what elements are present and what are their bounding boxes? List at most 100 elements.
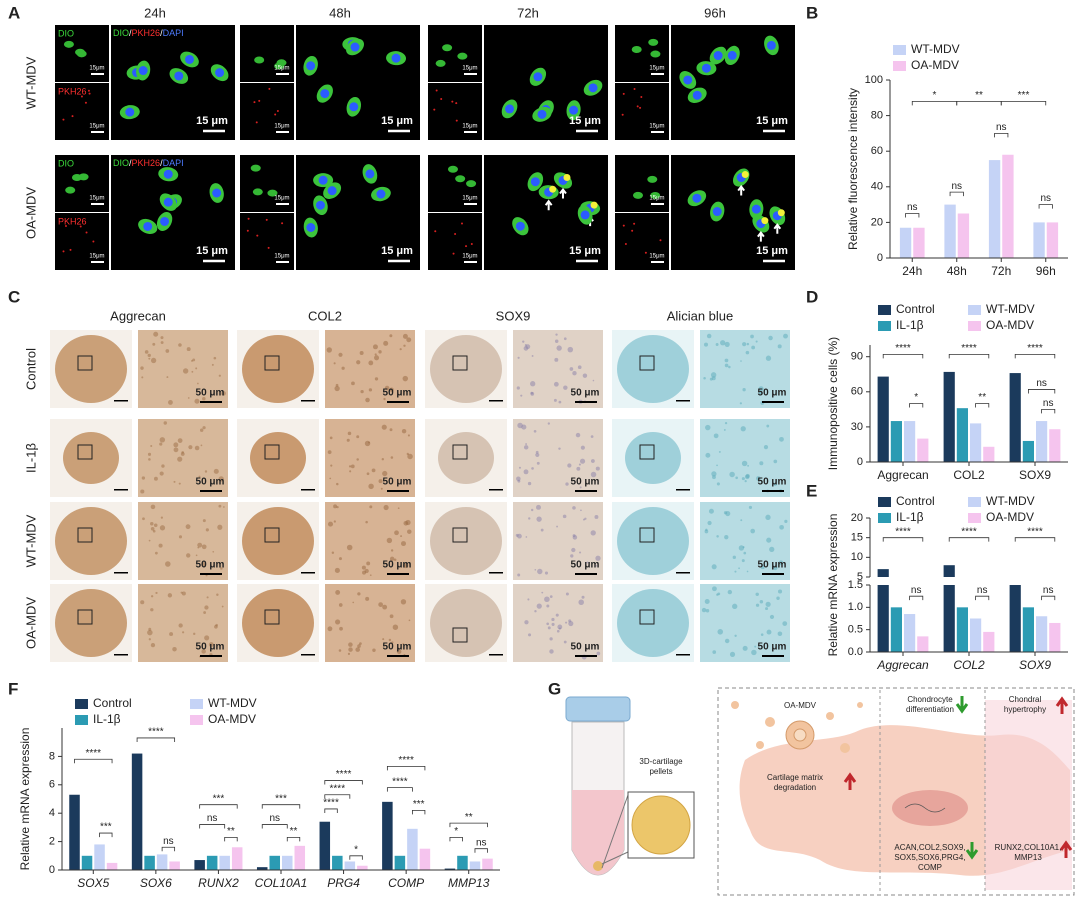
texture [705,424,711,431]
merge-part: / [160,158,163,168]
texture [742,388,746,392]
scale-bar [114,400,128,402]
legend-swatch [968,497,981,507]
texture [535,450,539,454]
arrow [773,223,782,234]
legend-swatch [75,699,88,709]
bar [988,160,1001,258]
bar [917,636,929,652]
texture [556,525,558,528]
significance-bracket [412,809,426,815]
scale-bar [676,489,690,491]
texture [549,595,553,599]
texture [329,436,333,440]
texture [204,605,209,610]
significance-bracket [882,537,924,542]
texture [381,424,387,430]
image-inset [240,83,294,140]
texture [723,511,728,515]
texture [755,592,759,597]
texture [142,517,145,521]
texture [738,545,745,551]
image [138,419,228,497]
texture [558,627,561,630]
texture [383,504,389,511]
texture [150,608,154,612]
nucleus [138,66,148,76]
texture [160,336,164,340]
texture [575,432,581,438]
texture [159,471,164,476]
cell [63,40,74,48]
texture [517,479,521,483]
bar [469,861,481,870]
scale-bar [114,654,128,656]
column-header: COL2 [308,308,342,323]
significance-label: **** [85,748,101,759]
legend-swatch [968,321,981,331]
texture [743,551,747,555]
roi-box [77,355,93,371]
texture [153,331,159,337]
legend-swatch [893,45,906,55]
texture [744,480,747,483]
significance-label: *** [1018,90,1030,101]
scale-label: 50 μm [758,477,787,488]
texture [711,376,716,381]
schematic-label: MMP13 [1014,853,1042,862]
bar [1022,440,1034,462]
significance-bracket [1028,389,1056,394]
texture [352,601,355,604]
bar [256,867,268,870]
nucleus [505,104,515,114]
red-dot [636,105,639,108]
scale-bar [489,489,503,491]
texture [723,429,726,431]
red-dot [624,243,627,246]
scale-bar [114,489,128,491]
texture [710,372,717,378]
nucleus [349,102,359,112]
texture [766,537,772,543]
texture [141,476,146,480]
texture [751,649,757,656]
bar [1022,607,1034,652]
red-dot [87,89,90,92]
bar [904,614,916,652]
texture [754,645,757,648]
cell [71,174,82,182]
significance-bracket [349,855,363,860]
bar [956,408,968,462]
texture [192,358,196,362]
texture [766,424,770,428]
cell [466,180,477,188]
texture [390,549,394,552]
red-dot [631,229,634,232]
texture [763,445,769,450]
scale-label: 15 μm [756,245,788,257]
significance-label: **** [1027,343,1043,354]
axis-break [864,577,1070,585]
texture [326,347,332,353]
image-inset [240,213,294,270]
tissue [242,335,314,403]
texture [556,629,560,633]
texture [592,379,595,382]
texture [148,357,151,360]
scale-label: 15μm [89,124,104,130]
merge-part: DAPI [163,28,184,38]
texture [555,333,558,336]
vesicle-core [793,728,807,742]
texture [166,376,169,379]
texture [553,398,557,402]
texture [198,475,201,478]
texture [558,400,562,404]
significance-label: ** [975,90,983,101]
significance-bracket [1014,353,1056,359]
texture [536,516,542,522]
texture [194,445,200,451]
bar [444,868,456,870]
bar [1046,222,1059,258]
texture [734,570,737,573]
texture [216,593,219,596]
